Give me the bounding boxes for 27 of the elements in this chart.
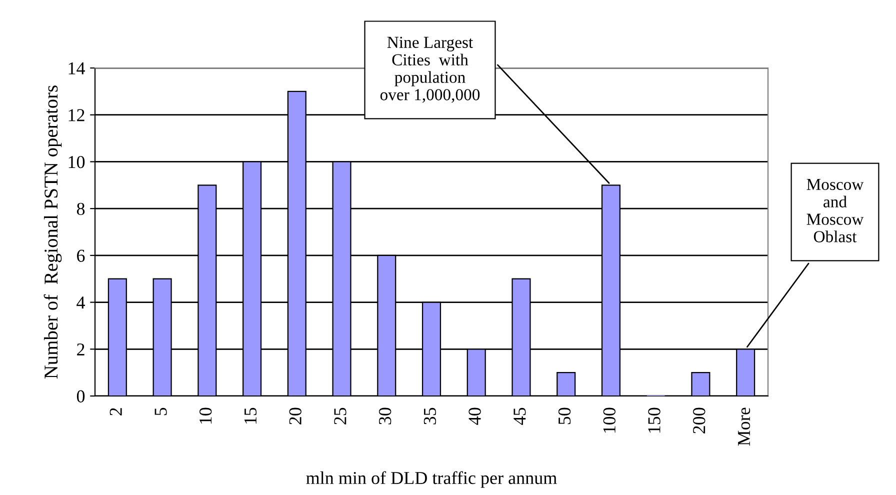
y-tick-label: 12 [68, 109, 84, 122]
x-tick-label: 45 [514, 408, 526, 425]
y-tick-label: 14 [68, 62, 85, 74]
y-tick-label: 6 [77, 250, 85, 262]
y-tick-label: 0 [76, 390, 85, 402]
x-tick-label: 15 [244, 408, 257, 424]
x-tick-label: 2 [110, 408, 122, 416]
x-tick-label: More [738, 408, 750, 446]
x-tick-label: 10 [200, 408, 212, 424]
x-tick-label: 35 [424, 408, 436, 424]
y-tick-label: 10 [68, 156, 85, 168]
y-tick-label: 4 [76, 296, 85, 309]
y-tick-label: 2 [77, 343, 84, 356]
annotation: Nine Largest Cities with population over 1,000,000 [380, 36, 480, 103]
annotation: Moscow and Moscow Oblast [806, 178, 864, 242]
y-tick-label: 8 [76, 202, 85, 216]
x-axis-title: mln min of DLD traffic per annum [306, 471, 557, 488]
x-tick-label: 5 [154, 408, 167, 416]
x-tick-label: 100 [603, 408, 616, 433]
x-tick-label: 40 [468, 408, 481, 425]
x-tick-label: 30 [378, 408, 392, 424]
x-tick-label: 150 [648, 408, 660, 433]
y-axis-title: Number of Regional PSTN operators [44, 86, 62, 379]
x-tick-label: 50 [558, 408, 571, 424]
x-tick-label: 20 [289, 408, 302, 424]
x-tick-label: 25 [334, 408, 346, 424]
x-tick-label: 200 [693, 408, 706, 434]
